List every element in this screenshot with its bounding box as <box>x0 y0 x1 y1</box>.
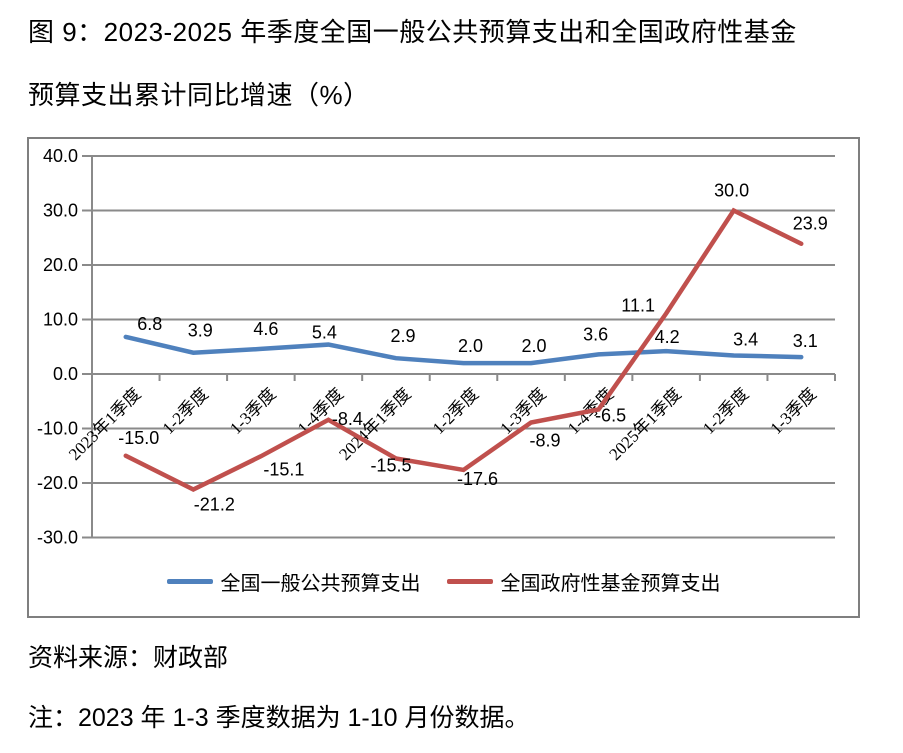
legend-label: 全国政府性基金预算支出 <box>500 573 721 595</box>
figure-title-line2: 预算支出累计同比增速（%） <box>28 80 370 110</box>
y-tick-label: 0.0 <box>53 364 78 384</box>
data-label: -8.9 <box>530 431 561 451</box>
data-label: 6.8 <box>137 314 162 334</box>
series-line-2 <box>123 207 804 493</box>
x-tick-label: 1-3季度 <box>226 384 280 438</box>
legend-swatch <box>166 579 213 584</box>
y-tick-label: -30.0 <box>37 528 78 548</box>
data-label: 5.4 <box>312 323 337 343</box>
data-label: -6.5 <box>595 405 626 425</box>
data-label: 3.1 <box>793 331 818 351</box>
data-label: 2.0 <box>458 336 483 356</box>
x-tick-label: 1-2季度 <box>699 384 753 438</box>
chart-legend: 全国一般公共预算支出 全国政府性基金预算支出 <box>29 567 858 596</box>
data-label: -15.1 <box>263 459 304 479</box>
legend-item: 全国一般公共预算支出 <box>166 567 421 596</box>
data-label: -17.6 <box>457 469 498 489</box>
y-tick-label: -20.0 <box>37 473 78 493</box>
data-label: 3.9 <box>188 321 213 341</box>
data-note: 注：2023 年 1-3 季度数据为 1-10 月份数据。 <box>28 704 530 732</box>
source-note: 资料来源：财政部 <box>28 644 229 672</box>
data-label: 30.0 <box>714 181 749 201</box>
data-label: -8.4 <box>332 409 363 429</box>
y-tick-label: -10.0 <box>37 419 78 439</box>
data-label: 11.1 <box>621 296 655 316</box>
data-label: 3.4 <box>733 329 758 349</box>
x-tick-label: 1-3季度 <box>767 384 821 438</box>
data-label: 2.9 <box>390 326 415 346</box>
legend-item: 全国政府性基金预算支出 <box>446 567 721 596</box>
chart-container: 40.0 30.0 20.0 10.0 0.0 -10.0 -20.0 -30.0 2023年1… <box>27 137 860 618</box>
x-tick-label: 1-2季度 <box>159 384 213 438</box>
line-chart: 40.030.020.010.00.0-10.0-20.0-30.02023年1… <box>37 146 836 548</box>
data-label: -15.0 <box>118 428 159 448</box>
data-label: 2.0 <box>522 336 547 356</box>
legend-swatch <box>446 579 493 584</box>
series-line-1 <box>123 334 804 366</box>
x-tick-label: 1-2季度 <box>429 384 483 438</box>
data-label: 23.9 <box>793 214 828 234</box>
y-tick-label: 30.0 <box>43 201 78 221</box>
figure-title-line1: 图 9：2023-2025 年季度全国一般公共预算支出和全国政府性基金 <box>28 17 797 47</box>
data-label: 3.6 <box>583 324 608 344</box>
y-tick-label: 20.0 <box>43 255 78 275</box>
data-label: -15.5 <box>370 455 411 475</box>
figure-title: 图 9：2023-2025 年季度全国一般公共预算支出和全国政府性基金 预算支出… <box>28 16 888 111</box>
y-tick-label: 10.0 <box>43 310 78 330</box>
data-label: 4.6 <box>253 319 278 339</box>
data-label: -21.2 <box>194 495 235 515</box>
data-label: 4.2 <box>655 327 680 347</box>
legend-label: 全国一般公共预算支出 <box>220 573 421 595</box>
y-tick-label: 40.0 <box>43 146 78 166</box>
